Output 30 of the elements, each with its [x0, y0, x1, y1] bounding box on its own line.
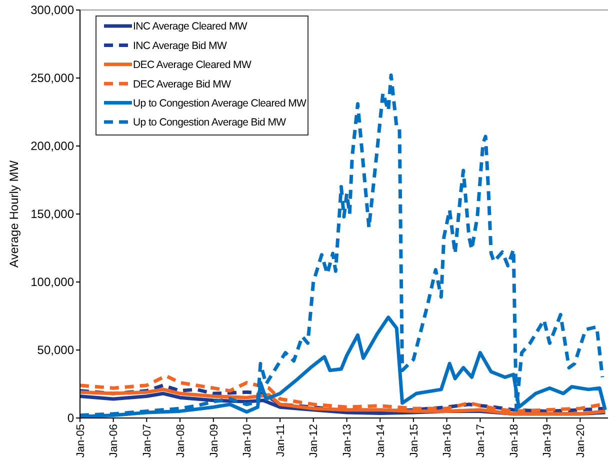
- x-tick-label: Jan-13: [342, 424, 354, 458]
- legend-label: INC Average Bid MW: [133, 40, 227, 52]
- x-tick-label: Jan-12: [308, 424, 320, 458]
- y-axis-title: Average Hourly MW: [7, 160, 21, 268]
- x-tick-label: Jan-18: [508, 424, 520, 458]
- x-tick-label: Jan-09: [208, 424, 220, 458]
- y-tick-label: 300,000: [30, 3, 74, 18]
- legend-label: INC Average Cleared MW: [133, 20, 248, 33]
- y-tick-label: 50,000: [37, 343, 74, 358]
- x-tick-label: Jan-17: [475, 424, 488, 458]
- legend-label: Up to Congestion Average Bid MW: [133, 116, 286, 129]
- legend-label: DEC Average Bid MW: [133, 78, 232, 90]
- x-tick-label: Jan-10: [242, 424, 254, 458]
- x-tick-label: Jan-15: [408, 424, 420, 458]
- y-tick-label: 200,000: [30, 139, 74, 154]
- y-tick-label: 0: [67, 411, 74, 426]
- x-tick-label: Jan-08: [174, 424, 187, 458]
- x-tick-label: Jan-06: [108, 424, 120, 458]
- x-tick-label: Jan-07: [142, 424, 154, 458]
- x-tick-label: Jan-14: [374, 424, 387, 458]
- x-tick-label: Jan-11: [274, 424, 287, 457]
- legend-label: Up to Congestion Average Cleared MW: [133, 97, 307, 110]
- legend-label: DEC Average Cleared MW: [133, 59, 252, 72]
- x-tick-label: Jan-19: [542, 424, 554, 458]
- x-tick-label: Jan-16: [442, 424, 454, 458]
- x-tick-label: Jan-05: [74, 424, 87, 458]
- y-tick-label: 250,000: [30, 71, 74, 86]
- x-tick-label: Jan-20: [575, 424, 588, 458]
- y-tick-label: 150,000: [30, 207, 74, 222]
- y-tick-label: 100,000: [30, 275, 74, 290]
